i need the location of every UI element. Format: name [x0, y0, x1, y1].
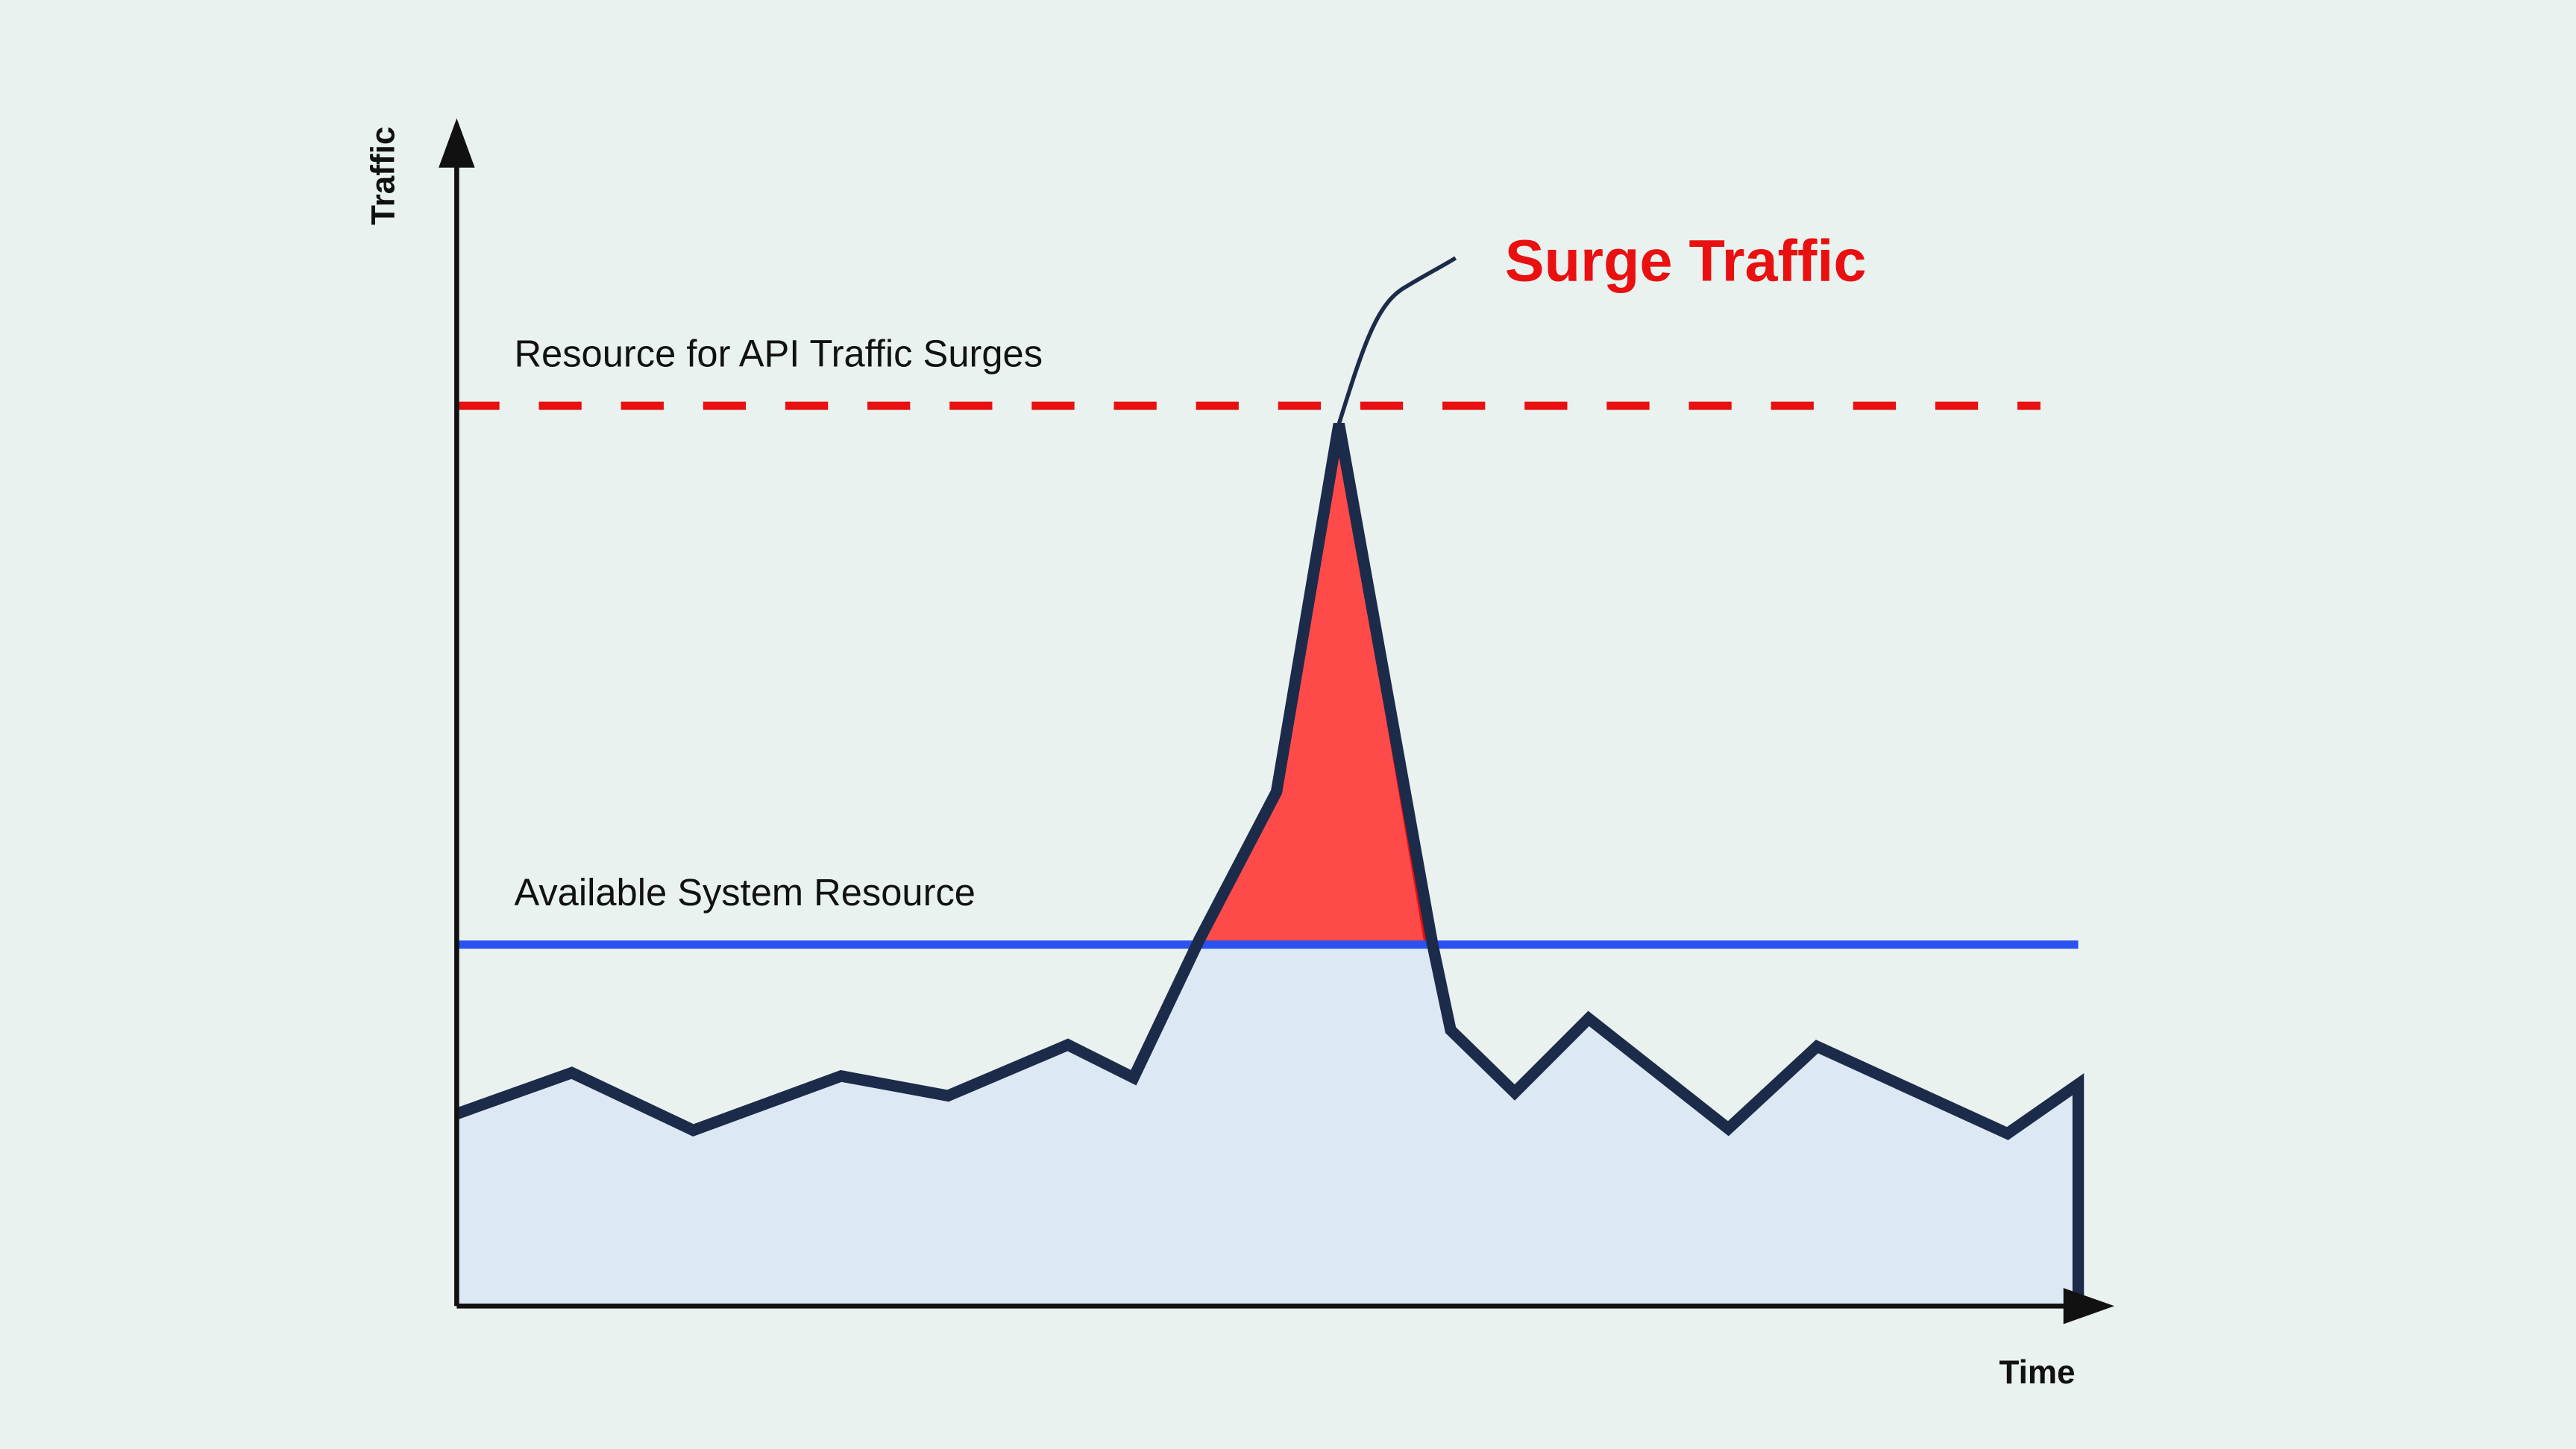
annotation-connector: [1336, 256, 1457, 425]
available-resource-label: Available System Resource: [514, 871, 975, 914]
surge-resource-label: Resource for API Traffic Surges: [514, 332, 1043, 374]
y-axis-arrow: [439, 118, 475, 168]
x-axis-label: Time: [1999, 1354, 2075, 1391]
x-axis-arrow: [2063, 1288, 2115, 1324]
surge-label: Surge Traffic: [1505, 227, 1867, 294]
y-axis-label: Traffic: [365, 127, 402, 225]
